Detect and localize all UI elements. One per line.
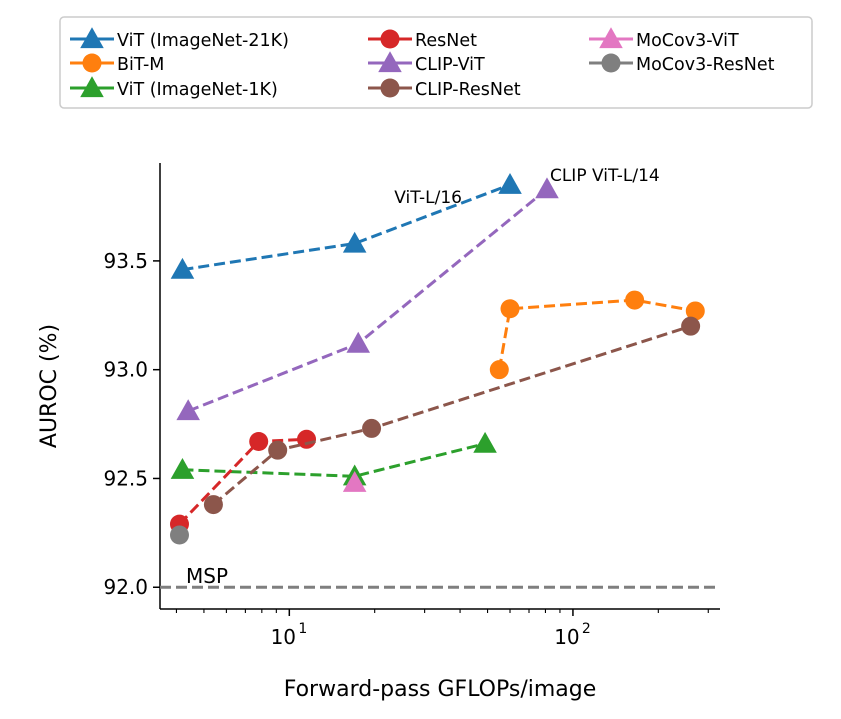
y-axis-label: AUROC (%) [37, 324, 62, 448]
series-line [212, 324, 692, 506]
legend-marker [380, 29, 400, 49]
data-point [170, 457, 195, 479]
series-line [497, 298, 696, 370]
data-point [473, 431, 497, 453]
data-point [342, 231, 367, 253]
legend-label: MoCov3-ViT [636, 31, 739, 51]
baseline-label: MSP [186, 564, 228, 588]
legend-item: CLIP-ViT [368, 51, 485, 75]
data-point [170, 257, 195, 279]
series-line [178, 437, 307, 526]
data-point [498, 172, 522, 194]
legend-item: MoCov3-ResNet [589, 53, 775, 75]
legend-label: ViT (ImageNet-21K) [117, 31, 289, 51]
x-ticks: 10 1 10 2 [175, 609, 709, 649]
annotations: ViT-L/16 CLIP ViT-L/14 [394, 166, 660, 208]
legend-item: ViT (ImageNet-21K) [70, 27, 289, 51]
legend-item: MoCov3-ViT [589, 27, 739, 51]
legend-marker [601, 53, 621, 73]
data-point [176, 399, 200, 421]
series-7 [169, 525, 189, 545]
y-tick-label: 93.0 [103, 358, 148, 382]
data-point [342, 471, 367, 492]
legend-label: CLIP-ResNet [415, 80, 521, 100]
legend-label: BiT-M [117, 55, 164, 75]
y-tick-label: 92.0 [103, 575, 148, 599]
data-point [625, 290, 645, 310]
annotation: CLIP ViT-L/14 [550, 166, 660, 186]
legend-item: BiT-M [70, 53, 164, 75]
series-4 [176, 177, 559, 421]
x-tick-label: 10 [271, 625, 296, 649]
legend-item: CLIP-ResNet [368, 78, 521, 100]
data-point [489, 360, 509, 380]
data-point [203, 495, 223, 515]
annotation: ViT-L/16 [394, 188, 462, 208]
series-line [182, 442, 486, 478]
series-2 [170, 431, 497, 486]
data-point [535, 177, 559, 199]
legend-marker [80, 76, 104, 98]
data-point [500, 299, 520, 319]
legend-item: ViT (ImageNet-1K) [70, 76, 278, 100]
x-tick-exponent: 2 [582, 621, 591, 637]
legend: ViT (ImageNet-21K) BiT-M ViT (ImageNet-1K)… [70, 27, 775, 100]
series-5 [203, 316, 701, 515]
series-0 [170, 172, 522, 279]
data-point [169, 525, 189, 545]
legend-marker [599, 27, 623, 49]
data-point [681, 316, 701, 336]
legend-marker [378, 51, 402, 73]
data-point [346, 331, 371, 353]
data-point [268, 440, 288, 460]
data-point [297, 429, 317, 449]
legend-label: ViT (ImageNet-1K) [117, 80, 278, 100]
x-axis-label: Forward-pass GFLOPs/image [284, 677, 597, 702]
legend-label: ResNet [415, 31, 477, 51]
legend-label: MoCov3-ResNet [636, 55, 775, 75]
legend-marker [380, 78, 400, 98]
data-point [249, 431, 269, 451]
series-line [182, 183, 511, 272]
data-point [362, 418, 382, 438]
baseline-layer: MSP [160, 564, 720, 589]
x-tick-exponent: 1 [298, 621, 307, 637]
series-1 [489, 290, 705, 380]
x-tick-label: 10 [554, 625, 579, 649]
y-tick-label: 92.5 [103, 466, 148, 490]
legend-marker [82, 53, 102, 73]
y-tick-label: 93.5 [103, 249, 148, 273]
data-point [685, 301, 705, 321]
legend-label: CLIP-ViT [415, 55, 485, 75]
legend-marker [80, 27, 104, 49]
y-ticks: 92.0 92.5 93.0 93.5 [103, 249, 160, 599]
series-line [187, 187, 548, 413]
series-layer [169, 172, 705, 545]
series-6 [342, 471, 367, 492]
legend-item: ResNet [368, 29, 477, 51]
